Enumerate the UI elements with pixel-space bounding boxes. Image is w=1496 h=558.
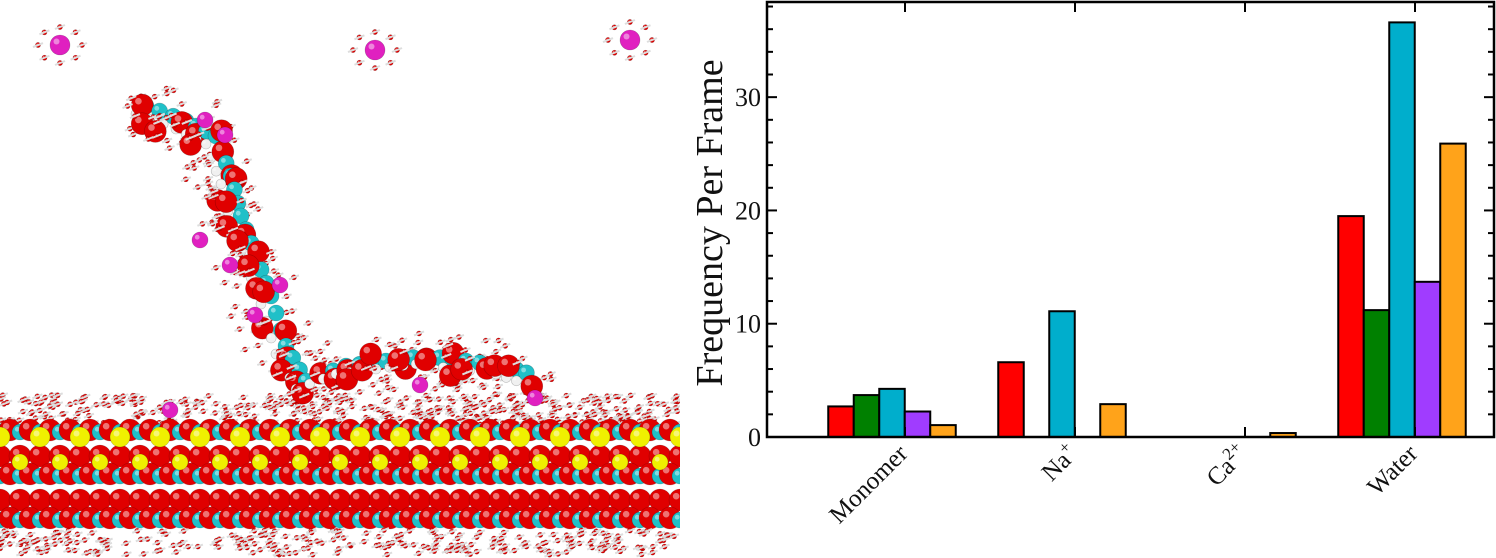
y-tick-label: 0 [748,423,761,452]
bar-monomer-1 [852,394,881,438]
bar-monomer-2 [878,387,906,438]
bar-monomer-0 [827,405,855,438]
bar-water-3 [1413,280,1442,438]
bar-na-4 [1099,403,1127,438]
bar-monomer-4 [929,424,957,438]
bar-na-0 [997,361,1025,438]
bar-water-2 [1388,21,1416,438]
bar-water-1 [1362,309,1391,438]
bar-water-4 [1439,142,1467,438]
x-tick-label: Water [1362,440,1423,501]
x-tick-label: Na+ [1034,437,1083,486]
bar-water-0 [1337,215,1365,438]
y-tick-label: 30 [735,83,761,112]
y-axis-label: Frequency Per Frame [689,59,731,386]
bar-na-2 [1048,310,1076,438]
bar-monomer-3 [903,410,932,438]
molecular-snapshot [0,19,680,558]
y-tick-label: 20 [735,196,761,225]
y-tick-label: 10 [735,310,761,339]
x-tick-label: Ca2+ [1199,437,1253,491]
x-tick-label: Monomer [824,440,913,529]
